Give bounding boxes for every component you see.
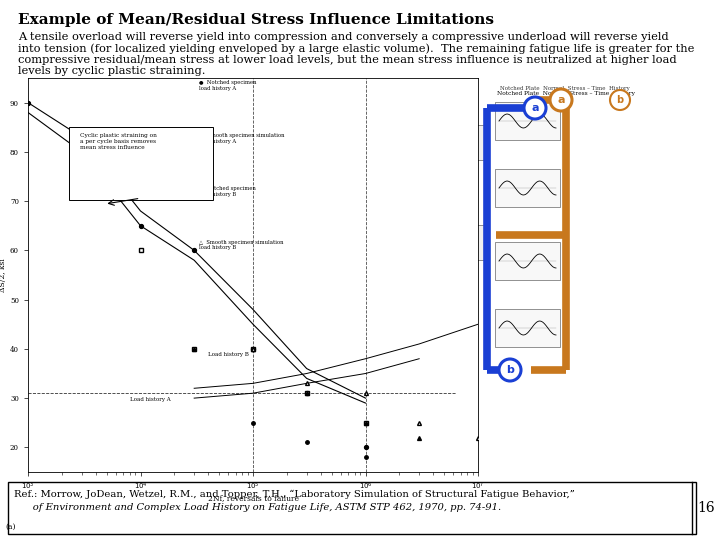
Bar [495, 309, 560, 347]
Y-axis label: ΔS/2, ksi: ΔS/2, ksi [0, 258, 7, 292]
FancyBboxPatch shape [68, 127, 212, 200]
Text: ●  Notched specimen
load history A: ● Notched specimen load history A [199, 80, 256, 91]
Text: (a): (a) [6, 523, 16, 531]
Text: b: b [506, 365, 514, 375]
Text: Example of Mean/Residual Stress Influence Limitations: Example of Mean/Residual Stress Influenc… [18, 13, 494, 27]
Text: □  Smooth specimen simulation
load history A: □ Smooth specimen simulation load histor… [199, 133, 284, 144]
Bar [495, 242, 560, 280]
Text: tensile mean stress: tensile mean stress [331, 227, 438, 277]
Text: Ref.: Morrow, JoDean, Wetzel, R.M., and Topper, T.H., “Laboratory Simulation of : Ref.: Morrow, JoDean, Wetzel, R.M., and … [14, 490, 575, 500]
Text: compressive residual/mean stress at lower load levels, but the mean stress influ: compressive residual/mean stress at lowe… [18, 55, 677, 65]
Text: ▲  Notched specimen
load history B: ▲ Notched specimen load history B [199, 186, 256, 197]
Text: Load history A: Load history A [130, 396, 171, 402]
Bar [460, 225, 488, 260]
Bar [495, 169, 560, 207]
Text: levels by cyclic plastic straining.: levels by cyclic plastic straining. [18, 66, 205, 77]
FancyBboxPatch shape [8, 482, 696, 534]
Text: Notched Plate  Normal  Stress – Time  History: Notched Plate Normal Stress – Time Histo… [500, 86, 630, 91]
Text: into tension (for localized yielding enveloped by a large elastic volume).  The : into tension (for localized yielding env… [18, 44, 694, 54]
Text: Cyclic plastic straining on
a per cycle basis removes
mean stress influence: Cyclic plastic straining on a per cycle … [80, 133, 157, 150]
Text: a: a [531, 103, 539, 113]
Circle shape [550, 89, 572, 111]
Text: of Environment and Complex Load History on Fatigue Life, ASTM STP 462, 1970, pp.: of Environment and Complex Load History … [14, 503, 501, 512]
Bar [460, 125, 488, 160]
Circle shape [610, 90, 630, 110]
Circle shape [524, 97, 546, 119]
Text: Load history B: Load history B [208, 352, 249, 357]
Text: Notched Plate  Normal  Stress – Time  History: Notched Plate Normal Stress – Time Histo… [497, 91, 635, 96]
Text: a: a [557, 95, 564, 105]
Text: △  Smooth specimen simulation
load history B: △ Smooth specimen simulation load histor… [199, 240, 284, 251]
Circle shape [499, 359, 521, 381]
Text: b: b [616, 95, 624, 105]
Bar [495, 102, 560, 140]
Text: 16: 16 [697, 501, 715, 515]
Text: compressive mean
stress: compressive mean stress [384, 207, 480, 248]
X-axis label: 2Nf, reversals to failure: 2Nf, reversals to failure [207, 494, 299, 502]
Text: A tensile overload will reverse yield into compression and conversely a compress: A tensile overload will reverse yield in… [18, 32, 669, 42]
